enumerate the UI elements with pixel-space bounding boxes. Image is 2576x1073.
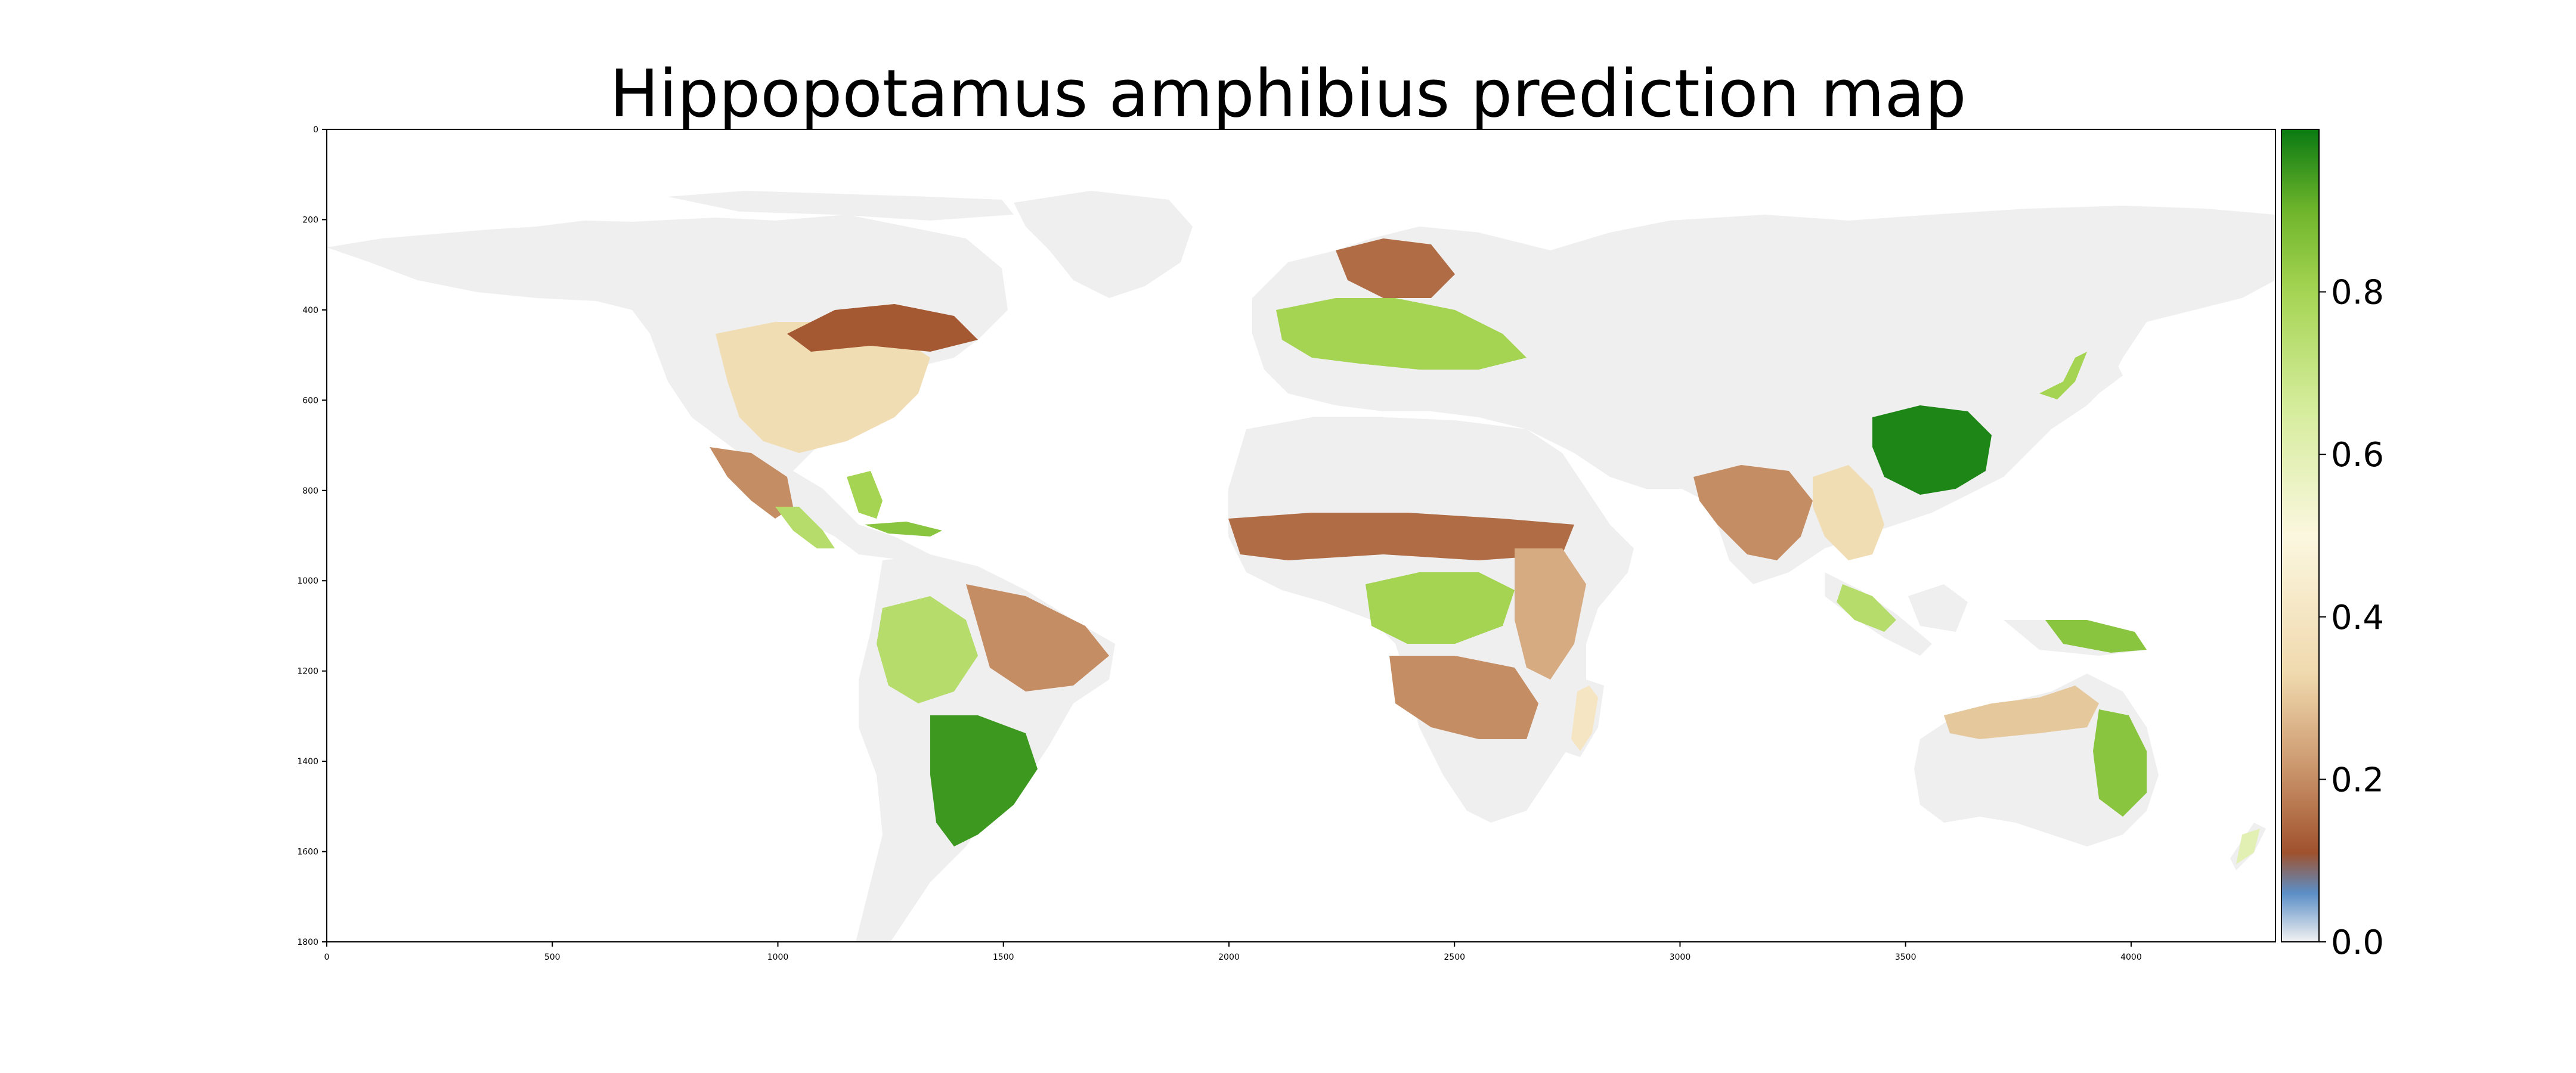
x-tick-label: 4000 bbox=[2120, 953, 2142, 962]
prediction-region-amazon-west bbox=[877, 596, 978, 703]
y-tick-label: 1600 bbox=[297, 848, 318, 857]
y-tick-label: 0 bbox=[313, 125, 318, 135]
prediction-region-new-guinea bbox=[2045, 620, 2147, 653]
prediction-region-australia-east bbox=[2093, 709, 2147, 817]
prediction-regions bbox=[710, 238, 2260, 864]
colorbar-frame bbox=[2281, 129, 2320, 942]
prediction-region-indonesia bbox=[1837, 584, 1896, 632]
prediction-region-cuba bbox=[865, 522, 942, 536]
landmass-eurasia bbox=[1252, 206, 2275, 584]
x-tick-label: 2500 bbox=[1444, 953, 1465, 962]
prediction-region-congo-basin bbox=[1366, 572, 1515, 644]
y-tick-label: 800 bbox=[302, 486, 318, 496]
x-tick-label: 0 bbox=[324, 953, 330, 962]
y-tick-label: 1200 bbox=[297, 667, 318, 677]
x-tick-label: 2000 bbox=[1218, 953, 1240, 962]
prediction-region-japan bbox=[2039, 352, 2087, 399]
prediction-region-east-africa bbox=[1515, 548, 1586, 680]
y-axis: 0 200 400 600 800 1000 1200 1400 1600 1800 bbox=[297, 125, 327, 947]
prediction-region-brazil-south bbox=[930, 715, 1038, 846]
prediction-region-southern-africa bbox=[1389, 656, 1538, 739]
prediction-region-florida bbox=[847, 471, 883, 519]
landmass-north-america bbox=[327, 215, 1008, 560]
prediction-region-scandinavia bbox=[1336, 238, 1455, 298]
map-title: Hippopotamus amphibius prediction map bbox=[609, 55, 1967, 132]
prediction-region-amazon-east bbox=[966, 584, 1109, 691]
y-tick-label: 400 bbox=[302, 306, 318, 315]
prediction-region-sahel bbox=[1228, 513, 1574, 560]
prediction-region-new-zealand bbox=[2236, 829, 2260, 864]
x-tick-label: 1500 bbox=[993, 953, 1014, 962]
colorbar-tick-label: 0.4 bbox=[2331, 598, 2384, 637]
prediction-region-usa-east bbox=[716, 322, 930, 453]
prediction-region-south-china bbox=[1872, 405, 1992, 495]
prediction-region-southeast-asia bbox=[1813, 465, 1884, 560]
prediction-region-madagascar bbox=[1571, 686, 1598, 751]
x-tick-label: 1000 bbox=[767, 953, 789, 962]
map-frame bbox=[326, 129, 2276, 942]
y-tick-label: 1800 bbox=[297, 938, 318, 947]
x-tick-label: 3500 bbox=[1895, 953, 1916, 962]
colorbar: 0.0 0.2 0.4 0.6 0.8 bbox=[2281, 129, 2384, 962]
colorbar-tick-label: 0.8 bbox=[2331, 274, 2384, 312]
prediction-region-europe-west bbox=[1276, 298, 1527, 370]
prediction-region-india bbox=[1693, 465, 1813, 560]
colorbar-gradient bbox=[2281, 129, 2319, 942]
y-tick-label: 1000 bbox=[297, 576, 318, 586]
colorbar-tick-label: 0.2 bbox=[2331, 761, 2384, 799]
landmass-greenland bbox=[1014, 191, 1193, 298]
y-tick-label: 200 bbox=[302, 215, 318, 225]
colorbar-tick-label: 0.6 bbox=[2331, 436, 2384, 475]
prediction-region-central-america bbox=[775, 507, 835, 548]
colorbar-tick-label: 0.0 bbox=[2331, 923, 2384, 962]
landmass-arctic-islands bbox=[668, 191, 1014, 221]
colorbar-ticks: 0.0 0.2 0.4 0.6 0.8 bbox=[2319, 274, 2384, 962]
map-panel: 0 500 1000 1500 2000 2500 3000 3500 4000 0 200 400… bbox=[297, 125, 2276, 962]
prediction-region-mexico bbox=[710, 447, 793, 519]
landmass-japan bbox=[2069, 352, 2123, 399]
x-tick-label: 3000 bbox=[1670, 953, 1691, 962]
prediction-region-australia-north bbox=[1944, 686, 2099, 739]
y-tick-label: 600 bbox=[302, 396, 318, 405]
prediction-region-great-lakes-canada bbox=[787, 304, 978, 352]
y-tick-label: 1400 bbox=[297, 757, 318, 767]
x-axis: 0 500 1000 1500 2000 2500 3000 3500 4000 bbox=[324, 942, 2142, 962]
x-tick-label: 500 bbox=[544, 953, 561, 962]
